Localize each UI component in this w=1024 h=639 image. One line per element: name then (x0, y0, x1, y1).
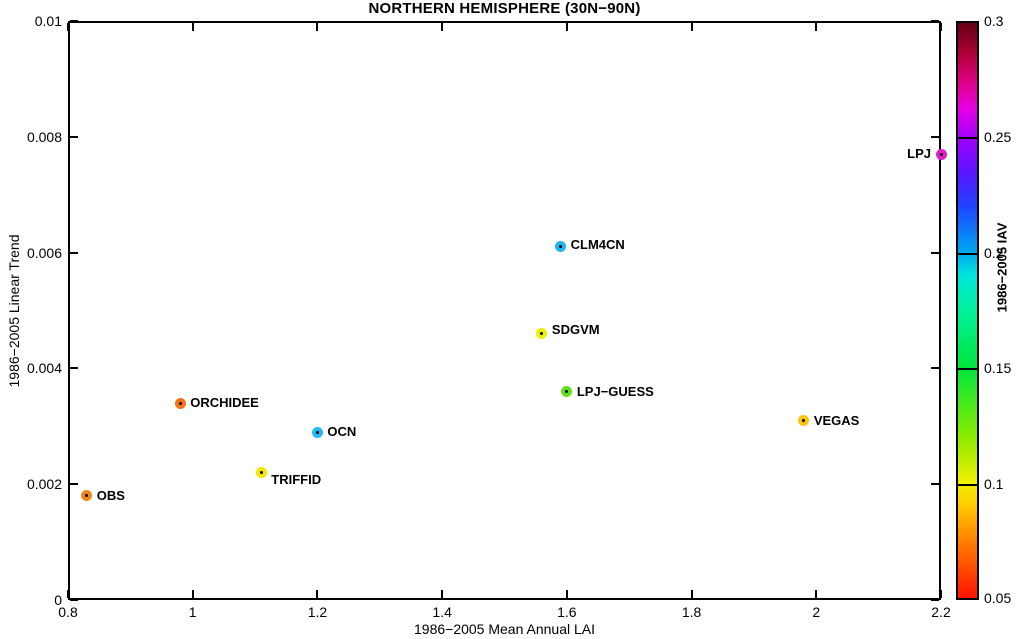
data-point-center-dot (939, 152, 943, 156)
data-point-sdgvm (536, 328, 548, 340)
chart-title: NORTHERN HEMISPHERE (30N−90N) (368, 0, 641, 17)
x-tick-top (191, 23, 194, 31)
x-tick-top (690, 23, 693, 31)
x-tick (67, 590, 69, 598)
y-tick-label: 0.004 (26, 360, 62, 377)
colorbar-tick-label: 0.3 (984, 13, 1004, 29)
plot-area (68, 21, 941, 600)
data-point-label: ORCHIDEE (190, 395, 259, 411)
data-point-orchidee (174, 397, 186, 409)
x-tick-top (940, 23, 942, 31)
x-tick-label: 1.8 (681, 604, 702, 620)
x-tick (940, 590, 942, 598)
data-point-label: LPJ (907, 146, 931, 162)
data-point-obs (81, 490, 93, 502)
y-tick (70, 251, 78, 254)
y-tick-label: 0.002 (26, 476, 62, 493)
data-point-clm4cn (555, 241, 567, 253)
y-tick-label: 0.008 (26, 128, 62, 145)
colorbar-tick-label: 0.15 (984, 360, 1012, 377)
x-tick-label: 0.8 (58, 604, 78, 620)
x-tick (815, 590, 818, 598)
y-tick-right (931, 20, 939, 22)
colorbar (956, 21, 979, 600)
data-point-center-dot (565, 390, 569, 394)
x-axis-label: 1986−2005 Mean Annual LAI (414, 621, 595, 637)
x-tick-top (565, 23, 568, 31)
x-tick-label: 2.2 (931, 604, 951, 620)
x-tick (441, 590, 444, 598)
x-tick (690, 590, 693, 598)
y-tick-label: 0 (54, 592, 62, 608)
x-tick-top (67, 23, 69, 31)
data-point-triffid (255, 467, 267, 479)
data-point-label: VEGAS (813, 412, 860, 428)
colorbar-tick (958, 484, 977, 487)
x-tick-label: 1.4 (432, 604, 452, 620)
x-tick (316, 590, 319, 598)
data-point-lpj-guess (561, 386, 573, 398)
data-point-center-dot (315, 430, 319, 434)
data-point-lpj (935, 148, 947, 160)
data-point-label: LPJ−GUESS (576, 383, 654, 399)
colorbar-tick-label: 0.1 (984, 476, 1004, 493)
y-tick (70, 483, 78, 486)
data-point-label: SDGVM (551, 321, 600, 337)
data-point-label: OBS (96, 487, 125, 503)
data-point-vegas (798, 415, 810, 426)
y-tick-label: 0.006 (26, 244, 62, 261)
data-point-center-dot (178, 401, 182, 405)
data-point-center-dot (259, 471, 263, 475)
x-tick-top (815, 23, 818, 31)
y-tick (70, 20, 78, 22)
y-tick-right (931, 251, 939, 254)
y-axis-label: 1986−2005 Linear Trend (6, 234, 22, 388)
y-tick-label: 0.01 (34, 13, 62, 29)
data-point-center-dot (85, 494, 89, 498)
y-tick-right (931, 599, 939, 601)
x-tick-label: 1 (188, 604, 197, 620)
x-tick-label: 1.6 (557, 604, 577, 620)
colorbar-tick-label: 0.2 (984, 244, 1004, 261)
x-tick-label: 1.2 (307, 604, 328, 620)
x-tick (191, 590, 194, 598)
y-tick (70, 599, 78, 601)
x-tick-top (441, 23, 444, 31)
colorbar-tick-label: 0.25 (984, 128, 1012, 145)
x-tick-label: 2 (812, 604, 821, 620)
data-point-label: OCN (327, 424, 357, 440)
colorbar-label: 1986−2005 IAV (994, 222, 1010, 313)
data-point-center-dot (802, 419, 806, 422)
colorbar-tick (958, 368, 977, 371)
y-tick-right (931, 367, 939, 370)
y-tick-right (931, 483, 939, 486)
data-point-center-dot (559, 245, 563, 249)
colorbar-tick (958, 136, 977, 139)
data-point-ocn (311, 426, 323, 438)
y-tick-right (931, 135, 939, 138)
data-point-label: TRIFFID (271, 471, 322, 487)
y-tick (70, 367, 78, 370)
colorbar-tick (958, 252, 977, 255)
data-point-label: CLM4CN (570, 236, 625, 252)
data-point-center-dot (540, 332, 544, 336)
y-tick (70, 135, 78, 138)
x-tick (565, 590, 568, 598)
x-tick-top (316, 23, 319, 31)
colorbar-tick-label: 0.05 (984, 590, 1012, 606)
